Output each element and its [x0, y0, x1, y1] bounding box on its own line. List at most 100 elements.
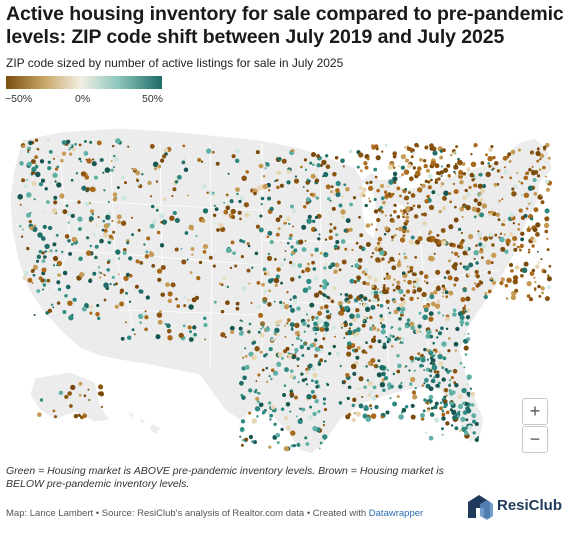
- zip-dot: [527, 185, 534, 191]
- zip-dot: [322, 325, 326, 328]
- zip-dot: [314, 247, 319, 253]
- zip-dot: [166, 323, 171, 328]
- zip-dot: [369, 289, 376, 296]
- zip-dot: [428, 350, 434, 356]
- zip-dot: [521, 267, 528, 274]
- datawrapper-link[interactable]: Datawrapper: [368, 508, 424, 519]
- zip-dot: [334, 262, 340, 268]
- zip-dot: [359, 233, 364, 238]
- zip-dot: [290, 149, 293, 152]
- zip-dot: [472, 419, 476, 424]
- us-zip-map[interactable]: [0, 120, 575, 465]
- zip-dot: [294, 347, 299, 353]
- zip-dot: [257, 330, 261, 334]
- zip-dot: [412, 204, 416, 208]
- zip-dot: [83, 139, 87, 143]
- zip-dot: [52, 157, 56, 160]
- zip-dot: [306, 324, 310, 328]
- zip-dot: [499, 236, 505, 243]
- zip-dot: [406, 212, 409, 215]
- zip-dot: [279, 214, 283, 219]
- zip-dot: [167, 335, 173, 341]
- zip-dot: [466, 337, 471, 341]
- zip-dot: [423, 382, 426, 385]
- zip-dot: [42, 224, 47, 230]
- zip-dot: [53, 415, 58, 419]
- zip-dot: [32, 273, 36, 277]
- zip-dot: [196, 275, 201, 281]
- zip-dot: [60, 250, 64, 254]
- zip-dot: [343, 336, 346, 339]
- zip-dot: [306, 346, 311, 351]
- zip-dot: [404, 206, 411, 212]
- zip-dot: [94, 175, 98, 180]
- zip-dot: [203, 316, 207, 320]
- zip-dot: [437, 311, 441, 315]
- zip-dot: [539, 153, 545, 159]
- zip-dot: [47, 225, 53, 231]
- zip-dot: [523, 192, 530, 199]
- zip-dot: [540, 194, 543, 197]
- zip-dot: [365, 365, 368, 368]
- zip-dot: [31, 268, 35, 272]
- zip-dot: [487, 289, 492, 294]
- zip-dot: [421, 291, 427, 298]
- zip-dot: [333, 244, 338, 249]
- zip-dot: [308, 179, 311, 183]
- zip-dot: [230, 208, 236, 215]
- zip-dot: [213, 300, 217, 304]
- zip-dot: [213, 204, 216, 207]
- zip-dot: [365, 181, 369, 185]
- zip-dot: [310, 390, 315, 394]
- zip-dot: [454, 172, 457, 175]
- chart-title: Active housing inventory for sale compar…: [6, 3, 564, 48]
- zip-dot: [350, 363, 357, 370]
- zip-dot: [188, 304, 194, 310]
- zip-dot: [143, 243, 146, 246]
- zip-dot: [379, 291, 382, 294]
- zip-dot: [390, 344, 394, 348]
- zip-dot: [443, 167, 449, 173]
- zip-dot: [391, 235, 395, 239]
- zip-dot: [373, 335, 376, 339]
- zip-dot: [460, 297, 466, 303]
- zip-dot: [452, 415, 458, 421]
- zip-dot: [290, 307, 295, 313]
- zip-dot: [276, 267, 281, 272]
- zip-dot: [325, 184, 331, 190]
- zip-dot: [382, 344, 387, 350]
- zip-dot: [110, 160, 113, 163]
- zip-dot: [68, 152, 73, 156]
- zip-dot: [268, 289, 271, 293]
- zip-dot: [202, 208, 209, 214]
- zip-dot: [333, 226, 337, 230]
- zip-dot: [248, 434, 253, 440]
- zoom-out-button[interactable]: −: [522, 426, 548, 453]
- zip-dot: [315, 327, 320, 332]
- zip-dot: [437, 381, 441, 385]
- zip-dot: [37, 412, 42, 418]
- zip-dot: [453, 170, 456, 174]
- zip-dot: [119, 288, 125, 294]
- zip-dot: [370, 413, 377, 419]
- zip-dot: [459, 206, 465, 212]
- zip-dot: [51, 208, 58, 214]
- zip-dot: [441, 341, 447, 347]
- zip-dot: [344, 247, 348, 251]
- zip-dot: [401, 407, 407, 413]
- zip-dot: [460, 324, 463, 327]
- zip-dot: [53, 200, 58, 205]
- zip-dot: [366, 282, 370, 286]
- zip-dot: [424, 179, 428, 184]
- zip-dot: [107, 201, 110, 203]
- zoom-in-button[interactable]: +: [522, 398, 548, 425]
- zip-dot: [366, 317, 369, 320]
- zip-dot: [241, 320, 244, 323]
- zip-dot: [151, 264, 156, 268]
- zip-dot: [275, 232, 280, 237]
- zip-dot: [494, 233, 498, 237]
- zip-dot: [406, 229, 410, 233]
- zip-dot: [314, 215, 319, 220]
- zip-dot: [466, 167, 471, 172]
- zip-dot: [283, 304, 290, 310]
